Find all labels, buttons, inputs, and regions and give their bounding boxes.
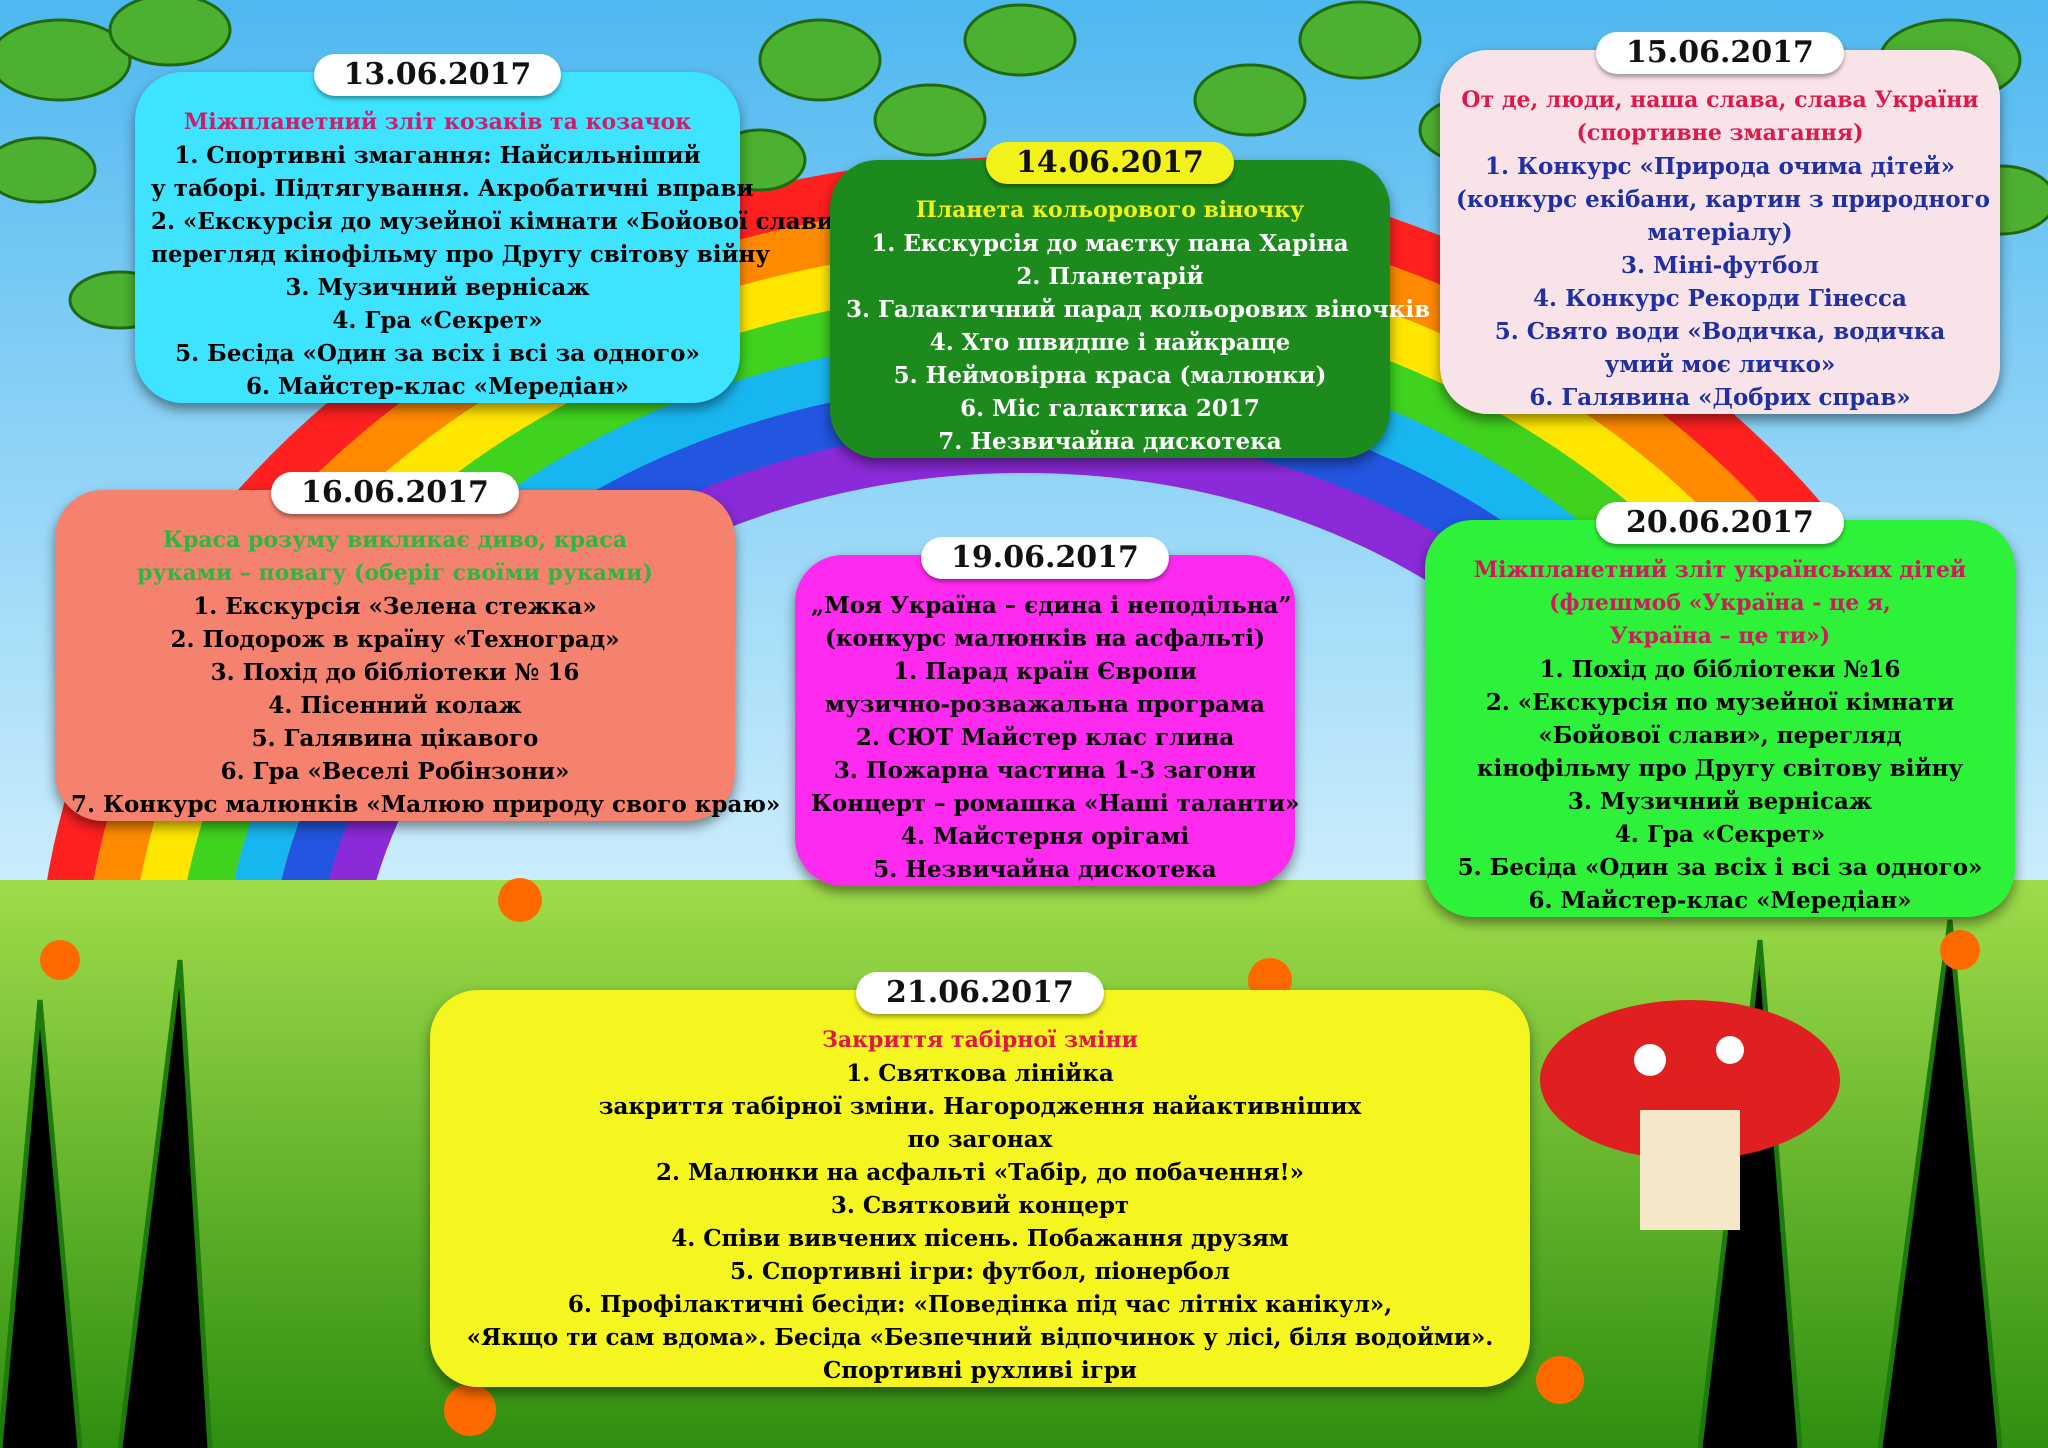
mushroom [1540,1000,1840,1230]
list-item: умий моє личко» [1604,351,1836,378]
list-item: 2. СЮТ Майстер клас глина [855,724,1235,751]
card-title: Планета кольорового віночку [915,197,1305,223]
list-item: 3. Галактичний парад кольорових віночків [846,296,1431,323]
day-card-16: 16.06.2017 Краса розуму викликає диво, к… [55,472,781,821]
card-title: Закриття табірної зміни [822,1027,1138,1053]
day-card-15: 15.06.2017 От де, люди, наша слава, слав… [1440,32,2000,414]
list-item: 3. Похід до бібліотеки № 16 [210,659,580,686]
flowers [40,878,1980,1436]
card-title: Краса розуму викликає диво, краса [163,527,627,553]
day-card-21: 21.06.2017 Закриття табірної зміни 1. Св… [430,972,1530,1387]
list-item: 5. Неймовірна краса (малюнки) [893,362,1327,389]
list-item: 5. Спортивні ігри: футбол, піонербол [730,1258,1230,1285]
card-title: (флешмоб «Україна - це я, [1549,590,1891,616]
card-title: От де, люди, наша слава, слава України [1461,87,1979,113]
list-item: 4. Конкурс Рекорди Гінесса [1533,285,1907,312]
card-title: Міжпланетний зліт козаків та козачок [183,109,692,135]
grass-blades [0,919,2003,1448]
card-date: 15.06.2017 [1596,32,1844,74]
list-item: 5. Галявина цікавого [251,725,539,752]
card-background [795,555,1295,886]
list-item: 4. Гра «Секрет» [332,307,543,334]
day-card-20: 20.06.2017 Міжпланетний зліт українських… [1425,502,2015,917]
card-background [1440,50,2000,414]
list-item: (конкурс екібани, картин з природного [1456,186,1990,213]
list-item: „Моя Україна – єдина і неподільна” [811,592,1292,619]
list-item: «Якщо ти сам вдома». Бесіда «Безпечний в… [466,1324,1494,1351]
list-item: 7. Конкурс малюнків «Малюю природу свого… [71,791,781,818]
card-background [135,72,740,403]
card-date: 19.06.2017 [921,537,1169,579]
list-item: 1. Похід до бібліотеки №16 [1539,656,1901,683]
card-title: Міжпланетний зліт українських дітей [1473,557,1967,583]
card-date: 14.06.2017 [986,142,1234,184]
list-item: 4. Співи вивчених пісень. Побажання друз… [671,1225,1289,1252]
list-item: 4. Хто швидше і найкраще [929,329,1291,356]
card-date: 21.06.2017 [856,972,1104,1014]
list-item: 3. Міні-футбол [1621,252,1819,279]
list-item: 4. Майстерня орігамі [900,823,1190,850]
list-item: 2. Планетарій [1016,263,1204,290]
list-item: 1. Парад країн Європи [893,658,1197,685]
day-card-19: 19.06.2017 „Моя Україна – єдина і неподі… [795,537,1300,886]
list-item: 1. Конкурс «Природа очима дітей» [1485,153,1955,180]
list-item: закриття табірної зміни. Нагородження на… [598,1093,1362,1120]
list-item: перегляд кінофільму про Другу світову ві… [151,241,771,268]
list-item: у таборі. Підтягування. Акробатичні впра… [151,175,754,202]
card-title: Україна – це ти») [1609,623,1831,649]
list-item: Спортивні рухливі ігри [823,1357,1137,1384]
list-item: 3. Святковий концерт [830,1192,1130,1219]
list-item: 2. Подорож в країну «Техноград» [170,626,620,653]
card-title: (спортивне змагання) [1576,120,1864,146]
list-item: 5. Бесіда «Один за всіх і всі за одного» [175,340,700,367]
list-item: 4. Пісенний колаж [268,692,522,719]
list-item: 3. Музичний вернісаж [285,274,590,301]
day-card-13: 13.06.2017 Міжпланетний зліт козаків та … [135,54,857,403]
list-item: 7. Незвичайна дискотека [938,428,1282,455]
list-item: 1. Екскурсія «Зелена стежка» [193,593,597,620]
list-item: матеріалу) [1647,219,1793,246]
list-item: 6. Профілактичні бесіди: «Поведінка під … [567,1291,1393,1318]
card-background [430,990,1530,1387]
list-item: 4. Гра «Секрет» [1614,821,1826,848]
list-item: 6. Майстер-клас «Мередіан» [245,373,630,400]
list-item: Концерт – ромашка «Наші таланти» [811,790,1300,817]
card-background [830,160,1390,458]
list-item: 2. «Екскурсія по музейної кімнати [1485,689,1955,716]
card-date: 20.06.2017 [1596,502,1844,544]
list-item: 6. Майстер-клас «Мередіан» [1528,887,1912,914]
list-item: 6. Гра «Веселі Робінзони» [220,758,570,785]
card-title: руками – повагу (оберіг своїми руками) [137,560,653,586]
day-card-14: 14.06.2017 Планета кольорового віночку 1… [830,142,1431,458]
card-background [55,490,735,821]
list-item: 1. Святкова лінійка [846,1060,1114,1087]
list-item: 6. Міс галактика 2017 [960,395,1260,422]
list-item: (конкурс малюнків на асфальті) [825,625,1265,652]
list-item: 5. Свято води «Водичка, водичка [1494,318,1946,345]
list-item: 5. Бесіда «Один за всіх і всі за одного» [1457,854,1983,881]
list-item: по загонах [907,1126,1053,1153]
card-background [1425,520,2015,917]
list-item: 2. «Екскурсія до музейної кімнати «Бойов… [151,208,857,235]
list-item: 1. Екскурсія до маєтку пана Харіна [871,230,1349,257]
list-item: «Бойової слави», перегляд [1538,722,1902,749]
list-item: 2. Малюнки на асфальті «Табір, до побаче… [655,1159,1305,1186]
list-item: 3. Пожарна частина 1-3 загони [833,757,1257,784]
list-item: кінофільму про Другу світову війну [1476,755,1964,782]
list-item: музично-розважальна програма [825,691,1265,718]
list-item: 3. Музичний вернісаж [1567,788,1873,815]
card-date: 13.06.2017 [313,54,562,96]
list-item: 1. Спортивні змагання: Найсильніший [174,142,701,169]
list-item: 6. Галявина «Добрих справ» [1529,384,1911,411]
card-date: 16.06.2017 [271,472,519,514]
list-item: 5. Незвичайна дискотека [873,856,1217,883]
